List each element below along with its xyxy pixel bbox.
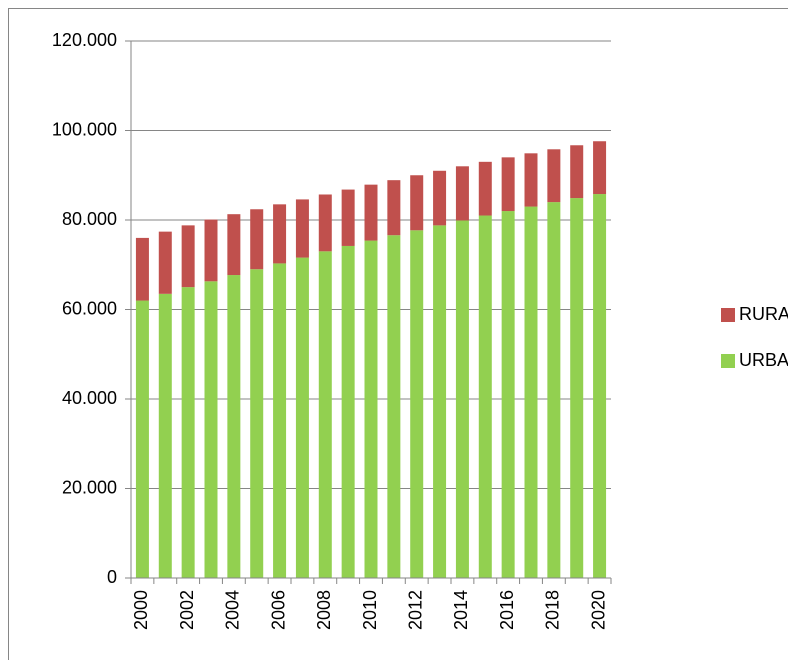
bar-segment <box>433 170 447 226</box>
bar-segment <box>455 166 469 221</box>
bar-segment <box>478 161 492 216</box>
bar-segment <box>181 287 195 578</box>
bar-segment <box>433 225 447 578</box>
x-tick-label: 2018 <box>543 590 563 630</box>
bar-segment <box>387 180 401 236</box>
legend-label: RURAL <box>739 304 788 324</box>
bar-segment <box>227 214 241 276</box>
y-tick-label: 40.000 <box>62 388 117 408</box>
y-tick-label: 100.000 <box>52 119 117 139</box>
x-tick-label: 2012 <box>405 590 425 630</box>
x-tick-label: 2016 <box>497 590 517 630</box>
bar-segment <box>524 153 538 207</box>
legend-swatch <box>721 354 735 368</box>
bar-segment <box>204 219 218 282</box>
x-tick-label: 2020 <box>588 590 608 630</box>
x-tick-label: 2014 <box>451 590 471 630</box>
bar-segment <box>318 251 332 578</box>
bar-segment <box>135 237 149 301</box>
bar-segment <box>273 263 287 578</box>
y-tick-label: 0 <box>107 567 117 587</box>
bar-segment <box>501 211 515 579</box>
bar-segment <box>135 300 149 578</box>
y-tick-label: 80.000 <box>62 209 117 229</box>
bar-segment <box>547 202 561 578</box>
bar-segment <box>204 281 218 578</box>
legend-swatch <box>721 308 735 322</box>
bar-segment <box>455 220 469 578</box>
bar-segment <box>501 157 515 212</box>
y-tick-label: 60.000 <box>62 298 117 318</box>
bar-segment <box>593 141 607 195</box>
bar-segment <box>295 257 309 578</box>
bar-segment <box>273 204 287 264</box>
bar-segment <box>318 194 332 252</box>
bar-segment <box>364 184 378 241</box>
legend-label: URBANO <box>739 350 788 370</box>
y-tick-label: 20.000 <box>62 477 117 497</box>
chart-frame <box>8 8 788 660</box>
bar-segment <box>250 269 264 578</box>
bar-segment <box>547 149 561 203</box>
bar-segment <box>295 199 309 258</box>
x-tick-label: 2002 <box>177 590 197 630</box>
bar-segment <box>250 209 264 270</box>
bar-segment <box>158 293 172 578</box>
x-tick-label: 2004 <box>223 590 243 630</box>
bar-segment <box>364 240 378 578</box>
x-tick-label: 2006 <box>268 590 288 630</box>
bar-segment <box>341 189 355 246</box>
x-tick-label: 2000 <box>131 590 151 630</box>
bar-segment <box>387 235 401 578</box>
bar-segment <box>181 225 195 288</box>
bar-segment <box>158 231 172 294</box>
x-tick-label: 2010 <box>360 590 380 630</box>
bar-segment <box>524 206 538 578</box>
bar-segment <box>570 145 584 199</box>
bar-segment <box>410 175 424 231</box>
bar-segment <box>410 230 424 579</box>
bar-segment <box>227 275 241 578</box>
x-tick-label: 2008 <box>314 590 334 630</box>
bar-segment <box>341 245 355 578</box>
bar-segment <box>593 194 607 579</box>
bar-segment <box>478 215 492 578</box>
y-tick-label: 120.000 <box>52 30 117 50</box>
bar-segment <box>570 198 584 578</box>
